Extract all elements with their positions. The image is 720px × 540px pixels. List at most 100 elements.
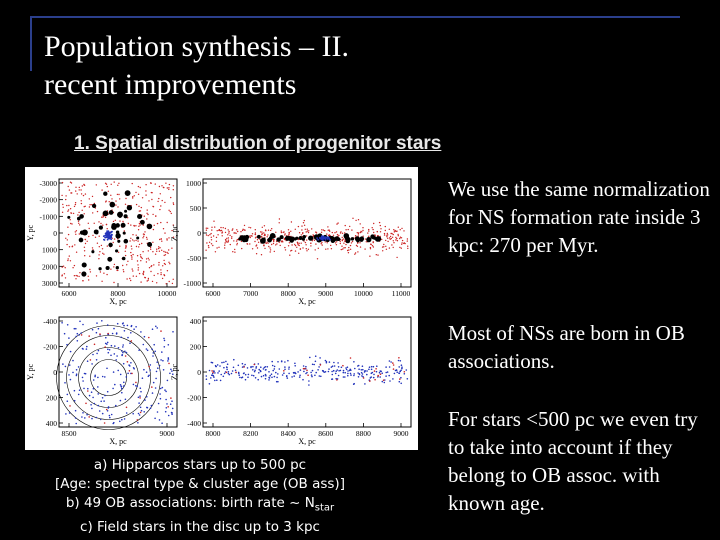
field-star-point xyxy=(130,279,132,282)
field-star-point xyxy=(357,233,360,235)
field-star-point xyxy=(108,201,110,203)
hipparcos-star-point xyxy=(129,365,131,367)
top_right-ytick-label: -500 xyxy=(187,254,201,263)
top_right-xtick-label: 7000 xyxy=(243,289,258,298)
hipparcos-star-point xyxy=(158,364,161,367)
field-star-point xyxy=(77,214,79,216)
field-star-point xyxy=(135,203,138,206)
hipparcos-star-point xyxy=(362,376,364,378)
field-star-point xyxy=(381,246,384,248)
field-star-point xyxy=(160,269,162,271)
hipparcos-star-point xyxy=(275,371,277,374)
field-star-point xyxy=(392,362,394,364)
hipparcos-star-point xyxy=(223,361,225,364)
field-star-point xyxy=(342,364,344,367)
hipparcos-star-point xyxy=(342,371,345,374)
hipparcos-star-point xyxy=(75,335,77,338)
field-star-point xyxy=(384,229,386,232)
field-star-point xyxy=(76,275,79,277)
hipparcos-star-point xyxy=(130,324,133,327)
field-star-point xyxy=(399,246,401,249)
hipparcos-star-point xyxy=(136,385,138,387)
hipparcos-star-point xyxy=(315,371,318,374)
hipparcos-star-point xyxy=(227,371,230,373)
hipparcos-star-point xyxy=(210,361,213,364)
hipparcos-star-point xyxy=(253,370,256,373)
field-star-point xyxy=(71,192,73,194)
field-star-point xyxy=(283,238,286,241)
hipparcos-star-point xyxy=(113,327,115,330)
hipparcos-star-point xyxy=(65,413,67,415)
hipparcos-star-point xyxy=(317,369,319,371)
hipparcos-star-point xyxy=(247,376,249,378)
field-star-point xyxy=(112,220,115,223)
hipparcos-star-point xyxy=(291,376,293,378)
field-star-point xyxy=(135,225,137,227)
field-star-point xyxy=(255,236,257,238)
field-star-point xyxy=(125,406,128,409)
field-star-point xyxy=(401,239,404,242)
field-star-point xyxy=(142,224,144,226)
hipparcos-star-point xyxy=(171,407,174,410)
hipparcos-star-point xyxy=(154,387,157,389)
field-star-point xyxy=(308,230,310,232)
hipparcos-star-point xyxy=(68,364,71,366)
field-star-point xyxy=(211,229,213,231)
hipparcos-star-point xyxy=(120,336,122,339)
field-star-point xyxy=(338,234,340,237)
caption-line-c-sub: star xyxy=(314,502,335,514)
field-star-point xyxy=(349,225,351,228)
field-star-point xyxy=(324,230,326,232)
field-star-point xyxy=(138,222,141,225)
field-star-point xyxy=(373,370,376,372)
paragraph-ob-associations: Most of NSs are born in OB associations. xyxy=(448,321,685,373)
hipparcos-star-point xyxy=(360,371,363,374)
ob-association-point xyxy=(279,235,284,240)
field-star-point xyxy=(83,206,85,208)
hipparcos-star-point xyxy=(113,353,116,355)
field-star-point xyxy=(103,422,106,424)
hipparcos-star-point xyxy=(152,355,154,357)
field-star-point xyxy=(306,230,309,232)
field-star-point xyxy=(154,183,156,185)
field-star-point xyxy=(157,200,159,203)
hipparcos-star-point xyxy=(135,385,137,387)
field-star-point xyxy=(78,189,80,191)
top_left-ylabel: Y, pc xyxy=(26,224,35,241)
hipparcos-star-point xyxy=(225,360,227,363)
field-star-point xyxy=(399,378,401,380)
hipparcos-star-point xyxy=(66,324,69,326)
bottom_right-ytick-label: 0 xyxy=(197,368,201,377)
field-star-point xyxy=(104,182,107,184)
hipparcos-star-point xyxy=(405,369,408,371)
hipparcos-star-point xyxy=(167,414,170,417)
ob-association-point xyxy=(122,231,126,235)
field-star-point xyxy=(98,235,100,237)
hipparcos-star-point xyxy=(325,361,328,364)
hipparcos-star-point xyxy=(277,380,279,383)
field-star-point xyxy=(249,236,251,239)
bottom_right-xtick-label: 8800 xyxy=(356,429,371,438)
field-star-point xyxy=(272,242,275,245)
field-star-point xyxy=(385,239,387,242)
top_right-ytick-label: 0 xyxy=(197,229,201,238)
hipparcos-star-point xyxy=(66,400,69,402)
ob-association-point xyxy=(105,265,110,271)
hipparcos-star-point xyxy=(66,393,69,396)
hipparcos-star-point xyxy=(167,358,170,360)
field-star-point xyxy=(104,216,107,219)
field-star-point xyxy=(221,232,223,234)
hipparcos-star-point xyxy=(78,334,80,336)
field-star-point xyxy=(227,241,229,243)
field-star-point xyxy=(216,247,218,249)
field-star-point xyxy=(69,219,71,221)
field-star-point xyxy=(305,231,307,233)
field-star-point xyxy=(224,231,227,234)
top_left-ytick-label: 2000 xyxy=(42,262,57,271)
hipparcos-star-point xyxy=(119,420,121,423)
hipparcos-star-point xyxy=(171,370,173,372)
field-star-point xyxy=(342,238,345,240)
hipparcos-star-point xyxy=(86,345,88,348)
hipparcos-star-point xyxy=(357,376,360,378)
bottom_right-xlabel: X, pc xyxy=(298,437,316,446)
